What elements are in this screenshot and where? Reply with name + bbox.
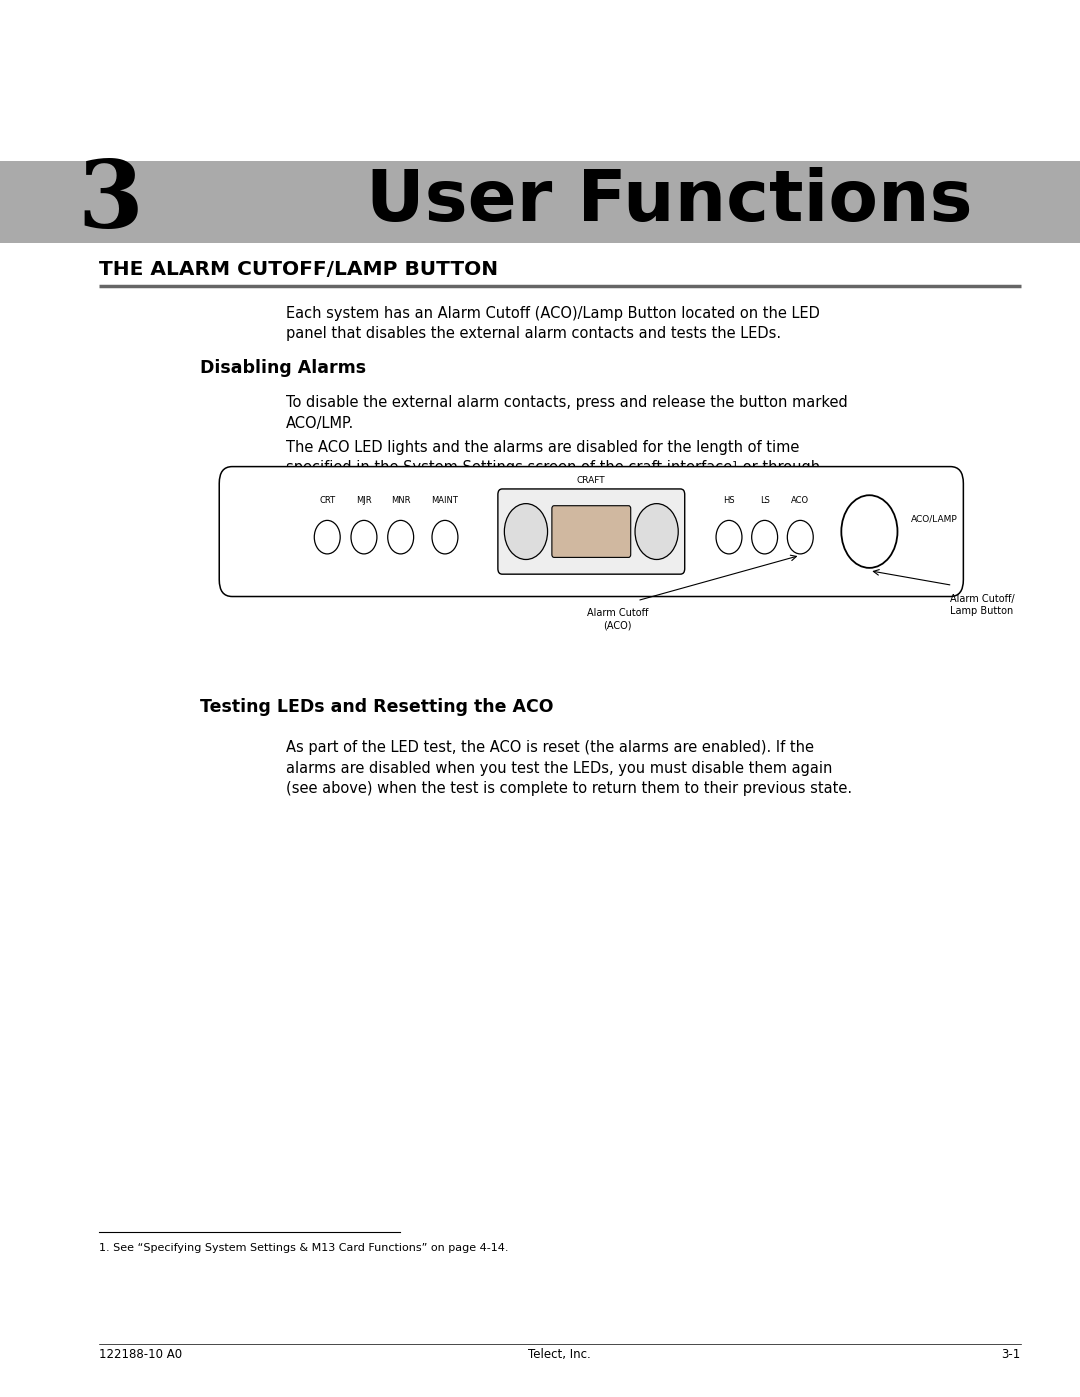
Text: To disable the external alarm contacts, press and release the button marked
ACO/: To disable the external alarm contacts, … <box>286 395 848 430</box>
Text: 1. See “Specifying System Settings & M13 Card Functions” on page 4-14.: 1. See “Specifying System Settings & M13… <box>99 1243 509 1253</box>
Text: Alarm Cutoff
(ACO): Alarm Cutoff (ACO) <box>588 608 648 630</box>
Text: HS: HS <box>724 496 734 506</box>
Circle shape <box>635 504 678 560</box>
Text: MJR: MJR <box>356 496 372 506</box>
Circle shape <box>314 521 340 555</box>
FancyBboxPatch shape <box>498 489 685 574</box>
Text: Testing LEDs and Resetting the ACO: Testing LEDs and Resetting the ACO <box>200 698 553 717</box>
Text: Telect, Inc.: Telect, Inc. <box>528 1348 591 1361</box>
Circle shape <box>841 496 897 569</box>
Text: 122188-10 A0: 122188-10 A0 <box>99 1348 183 1361</box>
Circle shape <box>716 521 742 555</box>
Circle shape <box>388 521 414 555</box>
Bar <box>0 161 1080 243</box>
Text: CRAFT: CRAFT <box>577 476 606 485</box>
Text: User Functions: User Functions <box>366 168 973 236</box>
Text: Alarm Cutoff/
Lamp Button: Alarm Cutoff/ Lamp Button <box>950 594 1015 616</box>
Text: 3-1: 3-1 <box>1001 1348 1021 1361</box>
Text: The ACO LED lights and the alarms are disabled for the length of time
specified : The ACO LED lights and the alarms are di… <box>286 440 821 496</box>
Text: Each system has an Alarm Cutoff (ACO)/Lamp Button located on the LED
panel that : Each system has an Alarm Cutoff (ACO)/La… <box>286 306 820 341</box>
Text: As part of the LED test, the ACO is reset (the alarms are enabled). If the
alarm: As part of the LED test, the ACO is rese… <box>286 740 852 796</box>
Text: LS: LS <box>759 496 770 506</box>
Text: Disabling Alarms: Disabling Alarms <box>200 359 366 377</box>
Circle shape <box>432 521 458 555</box>
Circle shape <box>351 521 377 555</box>
Circle shape <box>504 504 548 560</box>
Text: ACO/LAMP: ACO/LAMP <box>910 514 957 524</box>
Circle shape <box>752 521 778 555</box>
Text: MAINT: MAINT <box>432 496 458 506</box>
FancyBboxPatch shape <box>552 506 631 557</box>
Text: MNR: MNR <box>391 496 410 506</box>
Text: 3: 3 <box>78 156 144 247</box>
Text: CRT: CRT <box>320 496 335 506</box>
Text: THE ALARM CUTOFF/LAMP BUTTON: THE ALARM CUTOFF/LAMP BUTTON <box>99 260 499 279</box>
Text: ACO: ACO <box>792 496 809 506</box>
Circle shape <box>787 521 813 555</box>
FancyBboxPatch shape <box>219 467 963 597</box>
